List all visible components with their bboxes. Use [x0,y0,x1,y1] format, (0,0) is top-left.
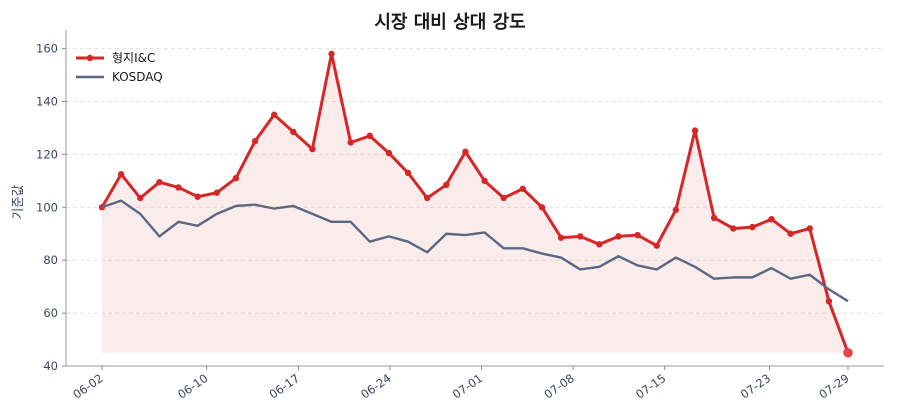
data-point [251,137,259,145]
series-area-fill [102,53,848,353]
data-point [596,241,603,248]
y-tick-label: 160 [36,42,58,56]
data-point [404,169,412,177]
grid-lines [66,48,884,367]
data-point [270,111,278,118]
data-point [538,204,546,211]
axes [62,30,884,370]
data-point [634,231,641,239]
data-point [557,234,565,241]
data-point [347,139,354,146]
area-fills [102,53,848,353]
data-point [194,193,201,200]
data-point [309,145,316,153]
legend: 형지I&C KOSDAQ [76,51,163,84]
legend-marker [86,54,94,62]
x-tick-label: 07-29 [816,371,851,402]
data-point [653,242,660,249]
series-line [101,199,849,303]
x-tick-label: 06-10 [175,371,210,402]
data-point [385,149,393,157]
chart-title: 시장 대비 상대 강도 [374,12,525,33]
series-line [100,52,850,354]
data-point [710,214,718,222]
y-axis-label: 기준값 [10,184,25,219]
legend-label: KOSDAQ [112,70,163,84]
x-tick-label: 07-23 [738,371,773,402]
data-point [691,127,699,134]
x-tick-label: 06-17 [267,371,302,402]
data-point [672,206,680,214]
y-tick-label: 80 [43,253,58,267]
x-tick-label: 06-02 [70,371,105,402]
data-point [749,223,756,231]
data-point [156,178,163,186]
x-tick-label: 07-01 [450,371,485,402]
y-tick-label: 40 [43,359,58,373]
data-point [290,128,297,136]
data-point [730,225,737,232]
data-point [232,174,240,182]
x-tick-label: 07-15 [633,371,668,402]
y-tick-label: 100 [36,200,58,214]
legend-label: 형지I&C [112,51,155,65]
data-point [213,189,220,196]
y-tick-label: 140 [36,94,58,108]
series-lines [98,50,853,358]
data-point [825,297,833,305]
data-point [462,148,469,155]
data-point [137,194,144,202]
x-tick-label: 06-24 [358,371,393,402]
x-tick-label: 07-08 [541,371,576,402]
data-point [615,233,622,240]
data-point [481,177,488,185]
y-tick-label: 60 [43,306,58,320]
data-point [519,185,527,192]
data-point [787,230,794,237]
data-point [500,194,507,202]
data-point [843,347,853,358]
data-point [768,215,775,223]
data-point [577,233,584,240]
data-point [443,181,450,189]
data-point [117,171,125,178]
data-point [328,50,335,58]
data-point [366,132,373,140]
y-tick-label: 120 [36,147,58,161]
data-point [175,184,182,191]
data-point [806,225,813,232]
data-point [423,194,431,202]
